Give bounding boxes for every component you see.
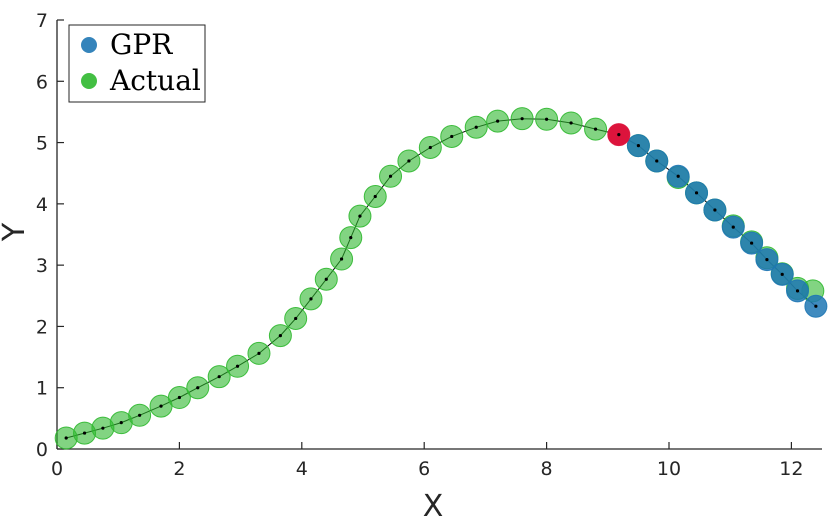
line-dot [694, 191, 699, 195]
y-tick-label: 6 [36, 71, 48, 93]
x-tick-label: 2 [173, 458, 185, 480]
line-dot [349, 235, 353, 240]
x-tick-label: 4 [296, 458, 308, 480]
line-dot [814, 304, 818, 308]
line-dot [617, 133, 621, 137]
x-axis-label: X [423, 489, 444, 520]
line-dot [159, 404, 163, 408]
line-dot [731, 225, 735, 229]
line-dot [636, 144, 641, 148]
line-dot [119, 421, 123, 425]
x-tick-label: 6 [418, 458, 430, 480]
line-dot [101, 426, 105, 430]
x-tick-label: 0 [51, 458, 63, 480]
x-tick-label: 8 [541, 458, 553, 480]
legend-swatch-gpr [81, 37, 97, 53]
line-dot [64, 436, 68, 440]
line-dot [196, 386, 200, 390]
legend: GPR Actual [68, 24, 206, 103]
y-tick-label: 2 [36, 316, 48, 338]
y-ticks: 0 1 2 3 4 5 6 7 [36, 10, 64, 461]
legend-label-actual: Actual [109, 64, 201, 97]
line-dot [138, 413, 142, 417]
line-dot [655, 159, 659, 163]
line-dot [428, 145, 432, 150]
y-axis-label: Y [0, 222, 32, 242]
line-dot [795, 289, 800, 293]
y-tick-label: 4 [36, 194, 48, 216]
line-dot [339, 257, 344, 261]
line-dot [373, 194, 377, 199]
line-dot [593, 127, 598, 131]
line-dot [780, 272, 784, 276]
y-tick-label: 3 [36, 255, 48, 277]
line-dot [358, 214, 362, 218]
x-ticks: 0 2 4 6 8 10 12 [51, 442, 803, 480]
line-dot [765, 258, 769, 262]
line-dot [324, 277, 328, 281]
line-dot [496, 119, 500, 123]
line-dot [388, 174, 393, 178]
line-dot [713, 208, 717, 212]
line-dot [676, 174, 680, 178]
line-dot [177, 395, 181, 400]
y-tick-label: 5 [36, 133, 48, 155]
line-dot [750, 241, 754, 245]
line-dot [407, 159, 411, 163]
line-dot [520, 117, 524, 121]
y-tick-label: 1 [36, 378, 48, 400]
legend-swatch-actual [81, 73, 97, 89]
line-dot [309, 297, 313, 301]
markers [54, 107, 828, 450]
line-dot [474, 125, 478, 129]
x-tick-label: 10 [657, 458, 681, 480]
line-dot [545, 117, 549, 121]
line-dot [235, 364, 240, 368]
legend-label-gpr: GPR [110, 28, 173, 61]
x-tick-label: 12 [779, 458, 803, 480]
line-dot [294, 316, 298, 321]
line-dot [450, 134, 454, 139]
line-dot [82, 431, 87, 435]
line-dot [257, 351, 261, 355]
y-tick-label: 7 [36, 10, 48, 32]
line-dots [64, 117, 818, 440]
axes [56, 20, 822, 450]
line-dot [569, 121, 573, 125]
y-tick-label: 0 [36, 439, 48, 461]
legend-box [68, 24, 206, 103]
line-dot [278, 334, 282, 338]
line-dot [217, 375, 221, 379]
